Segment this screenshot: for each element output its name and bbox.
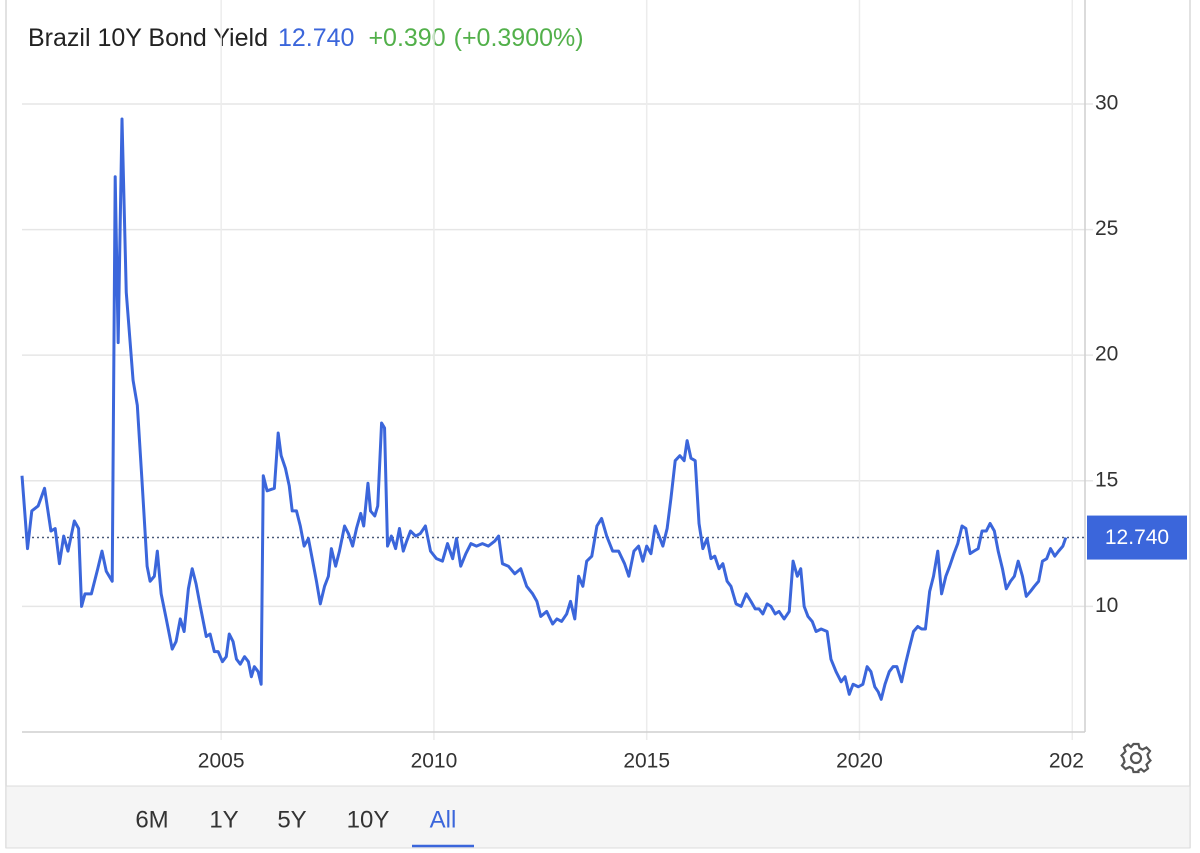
change: +0.390 <box>368 24 445 52</box>
last-value: 12.740 <box>278 24 354 52</box>
range-button[interactable]: All <box>430 806 457 833</box>
range-button[interactable]: 5Y <box>277 806 306 833</box>
range-bar <box>5 785 1191 849</box>
change-percent: (+0.3900%) <box>454 24 584 52</box>
last-value-box <box>1087 515 1187 560</box>
x-tick-label: 2020 <box>836 750 883 773</box>
chart-title: Brazil 10Y Bond Yield <box>28 24 268 52</box>
x-axis-labels: 2005 2010 2015 2020 2025 <box>198 750 1096 773</box>
x-tick-label: 2015 <box>623 750 670 773</box>
price-line <box>20 117 1068 701</box>
y-tick-label: 30 <box>1095 92 1118 115</box>
settings-icon[interactable] <box>1120 742 1152 774</box>
range-button[interactable]: 1Y <box>209 806 238 833</box>
y-tick-label: 15 <box>1095 468 1118 491</box>
x-tick-label: 2005 <box>198 750 245 773</box>
title-row: Brazil 10Y Bond Yield 12.740 +0.390 (+0.390… <box>28 24 584 52</box>
last-value-box-label: 12.740 <box>1105 526 1169 549</box>
y-tick-label: 20 <box>1095 343 1118 366</box>
x-tick-label: 2010 <box>411 750 458 773</box>
y-tick-label: 10 <box>1095 594 1118 617</box>
x-tick-label: 2025 <box>1049 750 1096 773</box>
range-button[interactable]: 6M <box>135 806 168 833</box>
range-button[interactable]: 10Y <box>347 806 390 833</box>
y-tick-label: 25 <box>1095 217 1118 240</box>
